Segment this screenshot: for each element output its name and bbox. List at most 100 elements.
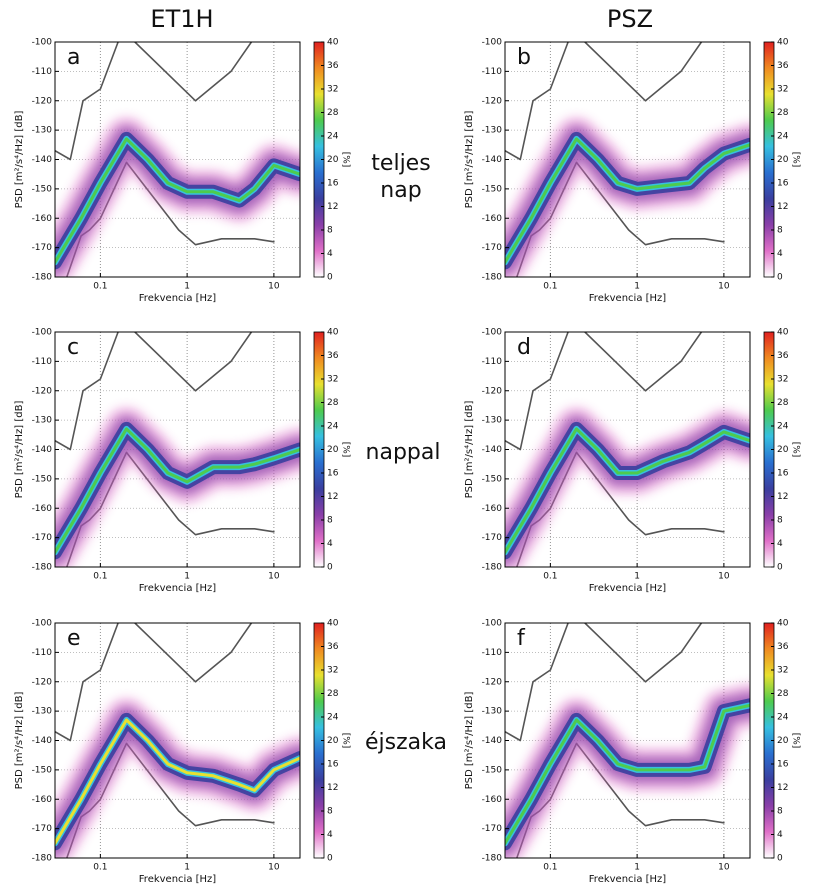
y-tick-label: -170 — [32, 533, 53, 543]
y-tick-label: -110 — [482, 357, 503, 367]
y-tick-label: -110 — [32, 67, 53, 77]
x-tick-label: 0.1 — [93, 282, 107, 292]
x-tick-label: 0.1 — [543, 863, 557, 873]
y-tick-label: -160 — [482, 504, 503, 514]
colorbar-tick-label: 28 — [327, 398, 339, 408]
y-tick-label: -160 — [482, 795, 503, 805]
y-tick-label: -170 — [32, 824, 53, 834]
panel-label: e — [67, 626, 81, 651]
y-tick-label: -130 — [482, 126, 503, 136]
colorbar-tick-label: 28 — [777, 689, 789, 699]
y-tick-label: -100 — [32, 328, 53, 338]
x-tick-label: 0.1 — [543, 572, 557, 582]
colorbar-tick-label: 4 — [327, 539, 333, 549]
y-tick-label: -150 — [32, 184, 53, 194]
panel-label: a — [67, 45, 80, 70]
colorbar-tick-label: 0 — [777, 273, 783, 283]
colorbar-tick-label: 40 — [777, 328, 789, 338]
colorbar-tick-label: 24 — [777, 713, 789, 723]
x-tick-label: 1 — [634, 572, 640, 582]
colorbar-tick-label: 12 — [327, 492, 338, 502]
plot-frame — [504, 331, 751, 568]
plot-content — [505, 332, 750, 567]
density-peak — [505, 137, 750, 264]
colorbar-tick-label: 0 — [327, 273, 333, 283]
colorbar-tick-label: 40 — [327, 328, 339, 338]
y-tick-label: -140 — [482, 736, 503, 746]
x-tick-label: 10 — [268, 572, 280, 582]
colorbar-tick-label: 20 — [777, 155, 789, 165]
colorbar-tick-label: 0 — [327, 854, 333, 864]
y-axis-label: PSD [m²/s⁴/Hz] [dB] — [14, 401, 25, 499]
colorbar-tick-label: 20 — [777, 736, 789, 746]
colorbar-tick-label: 4 — [777, 539, 783, 549]
colorbar-tick-label: 0 — [777, 854, 783, 864]
y-tick-label: -100 — [32, 619, 53, 629]
x-tick-label: 10 — [268, 282, 280, 292]
colorbar-tick-label: 4 — [777, 249, 783, 259]
y-tick-label: -170 — [482, 533, 503, 543]
colorbar-tick-label: 40 — [777, 38, 789, 48]
y-tick-label: -180 — [32, 273, 53, 283]
density-peak — [55, 718, 300, 845]
x-tick-label: 10 — [718, 863, 730, 873]
column-title: ET1H — [150, 5, 213, 33]
colorbar-label: [%] — [341, 442, 351, 458]
colorbar-tick-label: 8 — [777, 516, 783, 526]
colorbar-tick-label: 8 — [777, 807, 783, 817]
y-axis-label: PSD [m²/s⁴/Hz] [dB] — [464, 401, 475, 499]
colorbar-tick-label: 32 — [327, 666, 338, 676]
colorbar-label: [%] — [341, 152, 351, 168]
plot-content — [55, 623, 300, 858]
colorbar-tick-label: 16 — [777, 469, 789, 479]
x-axis-label: Frekvencia [Hz] — [589, 874, 667, 885]
colorbar-tick-label: 12 — [777, 492, 788, 502]
colorbar-tick-label: 4 — [777, 830, 783, 840]
y-tick-label: -140 — [32, 736, 53, 746]
colorbar-tick-label: 12 — [777, 783, 788, 793]
colorbar-tick-label: 8 — [327, 516, 333, 526]
y-tick-label: -150 — [482, 474, 503, 484]
plot-content — [505, 623, 750, 858]
y-tick-label: -160 — [32, 504, 53, 514]
y-axis-label: PSD [m²/s⁴/Hz] [dB] — [464, 111, 475, 209]
colorbar-tick-label: 24 — [777, 422, 789, 432]
y-tick-label: -110 — [32, 357, 53, 367]
colorbar-tick-label: 0 — [327, 563, 333, 573]
x-axis-label: Frekvencia [Hz] — [139, 874, 217, 885]
colorbar-tick-label: 32 — [327, 375, 338, 385]
colorbar-tick-label: 28 — [777, 108, 789, 118]
noise-model-line — [55, 623, 253, 742]
x-tick-label: 1 — [184, 863, 190, 873]
y-tick-label: -130 — [32, 126, 53, 136]
plot-frame — [54, 331, 301, 568]
colorbar-tick-label: 20 — [327, 155, 339, 165]
x-axis-label: Frekvencia [Hz] — [139, 293, 217, 304]
y-axis-label: PSD [m²/s⁴/Hz] [dB] — [14, 111, 25, 209]
panel-label: c — [67, 335, 79, 360]
colorbar-tick-label: 4 — [327, 249, 333, 259]
y-tick-label: -180 — [482, 854, 503, 864]
colorbar-tick-label: 16 — [327, 469, 339, 479]
x-axis-label: Frekvencia [Hz] — [589, 583, 667, 594]
density-peak — [505, 427, 750, 554]
colorbar-tick-label: 28 — [327, 689, 339, 699]
y-axis-label: PSD [m²/s⁴/Hz] [dB] — [14, 692, 25, 790]
noise-model-line — [505, 332, 703, 451]
colorbar-tick-label: 8 — [327, 807, 333, 817]
y-tick-label: -110 — [482, 67, 503, 77]
colorbar-tick-label: 24 — [327, 132, 339, 142]
y-tick-label: -100 — [32, 38, 53, 48]
y-tick-label: -180 — [32, 854, 53, 864]
colorbar-tick-label: 36 — [777, 351, 789, 361]
x-tick-label: 1 — [634, 282, 640, 292]
x-tick-label: 1 — [184, 572, 190, 582]
plot-frame — [504, 622, 751, 859]
x-tick-label: 0.1 — [93, 863, 107, 873]
density-peak — [505, 703, 750, 845]
colorbar-tick-label: 12 — [327, 202, 338, 212]
colorbar-tick-label: 36 — [327, 642, 339, 652]
colorbar-tick-label: 40 — [327, 619, 339, 629]
noise-model-line — [55, 42, 253, 161]
